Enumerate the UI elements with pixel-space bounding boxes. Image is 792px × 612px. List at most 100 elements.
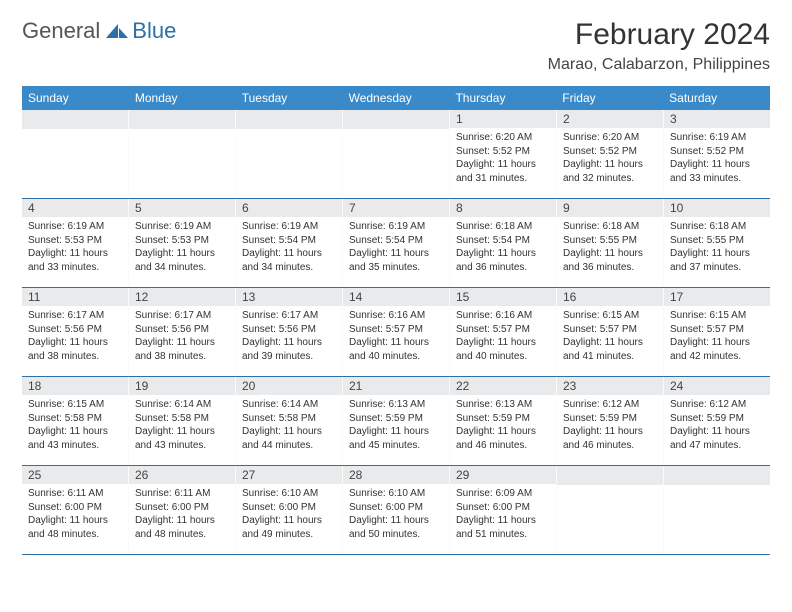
day-number: 18	[22, 377, 128, 395]
day-info-line: Daylight: 11 hours	[563, 425, 657, 439]
day-info-line: Sunset: 5:58 PM	[242, 412, 336, 426]
day-info-line: Sunrise: 6:11 AM	[135, 487, 229, 501]
day-info-line: and 48 minutes.	[28, 528, 122, 542]
day-info-line: Sunset: 6:00 PM	[349, 501, 443, 515]
day-number: 5	[129, 199, 235, 217]
day-info-line: Daylight: 11 hours	[28, 514, 122, 528]
day-header-tuesday: Tuesday	[236, 86, 343, 110]
day-info-line: and 33 minutes.	[670, 172, 764, 186]
day-cell: 13Sunrise: 6:17 AMSunset: 5:56 PMDayligh…	[236, 288, 343, 376]
day-info-line: Sunrise: 6:18 AM	[563, 220, 657, 234]
day-info-line: and 46 minutes.	[456, 439, 550, 453]
day-number: 23	[557, 377, 663, 395]
day-info-line: Sunrise: 6:16 AM	[349, 309, 443, 323]
day-number: 24	[664, 377, 770, 395]
day-info: Sunrise: 6:13 AMSunset: 5:59 PMDaylight:…	[450, 395, 556, 458]
day-info-line: Sunrise: 6:17 AM	[28, 309, 122, 323]
day-info-line: and 39 minutes.	[242, 350, 336, 364]
day-info-line: Daylight: 11 hours	[242, 336, 336, 350]
day-info-line: Sunset: 5:56 PM	[28, 323, 122, 337]
day-info: Sunrise: 6:17 AMSunset: 5:56 PMDaylight:…	[22, 306, 128, 369]
location-text: Marao, Calabarzon, Philippines	[548, 56, 770, 74]
day-number: 3	[664, 110, 770, 128]
day-info-line: Sunset: 5:56 PM	[242, 323, 336, 337]
day-cell: 28Sunrise: 6:10 AMSunset: 6:00 PMDayligh…	[343, 466, 450, 554]
day-cell: 23Sunrise: 6:12 AMSunset: 5:59 PMDayligh…	[557, 377, 664, 465]
day-info: Sunrise: 6:16 AMSunset: 5:57 PMDaylight:…	[450, 306, 556, 369]
day-info: Sunrise: 6:10 AMSunset: 6:00 PMDaylight:…	[236, 484, 342, 547]
day-cell: 15Sunrise: 6:16 AMSunset: 5:57 PMDayligh…	[450, 288, 557, 376]
day-number: 7	[343, 199, 449, 217]
weeks-container: 1Sunrise: 6:20 AMSunset: 5:52 PMDaylight…	[22, 110, 770, 555]
day-info-line: and 38 minutes.	[28, 350, 122, 364]
day-info: Sunrise: 6:19 AMSunset: 5:53 PMDaylight:…	[22, 217, 128, 280]
day-cell	[664, 466, 770, 554]
day-info-line: Daylight: 11 hours	[349, 425, 443, 439]
day-info-line: Sunrise: 6:09 AM	[456, 487, 550, 501]
week-row: 25Sunrise: 6:11 AMSunset: 6:00 PMDayligh…	[22, 466, 770, 555]
day-number: 15	[450, 288, 556, 306]
day-info: Sunrise: 6:19 AMSunset: 5:53 PMDaylight:…	[129, 217, 235, 280]
day-info-line: Sunset: 5:58 PM	[135, 412, 229, 426]
day-cell: 21Sunrise: 6:13 AMSunset: 5:59 PMDayligh…	[343, 377, 450, 465]
day-number: 13	[236, 288, 342, 306]
day-info-line: Sunrise: 6:16 AM	[456, 309, 550, 323]
day-info-line: Daylight: 11 hours	[456, 514, 550, 528]
day-number: 28	[343, 466, 449, 484]
empty-day-band	[343, 110, 449, 129]
logo: General Blue	[22, 18, 176, 44]
day-number: 4	[22, 199, 128, 217]
day-cell: 20Sunrise: 6:14 AMSunset: 5:58 PMDayligh…	[236, 377, 343, 465]
day-info: Sunrise: 6:18 AMSunset: 5:54 PMDaylight:…	[450, 217, 556, 280]
day-cell: 25Sunrise: 6:11 AMSunset: 6:00 PMDayligh…	[22, 466, 129, 554]
day-info-line: and 48 minutes.	[135, 528, 229, 542]
day-number: 20	[236, 377, 342, 395]
day-info-line: Sunrise: 6:15 AM	[563, 309, 657, 323]
day-info-line: and 40 minutes.	[456, 350, 550, 364]
day-info-line: Daylight: 11 hours	[242, 514, 336, 528]
day-info: Sunrise: 6:18 AMSunset: 5:55 PMDaylight:…	[664, 217, 770, 280]
day-info-line: Sunset: 5:59 PM	[670, 412, 764, 426]
day-info-line: Daylight: 11 hours	[670, 336, 764, 350]
day-info-line: Sunrise: 6:17 AM	[135, 309, 229, 323]
day-cell: 7Sunrise: 6:19 AMSunset: 5:54 PMDaylight…	[343, 199, 450, 287]
day-header-wednesday: Wednesday	[343, 86, 450, 110]
day-info-line: and 34 minutes.	[135, 261, 229, 275]
day-info-line: Sunset: 6:00 PM	[135, 501, 229, 515]
day-number: 11	[22, 288, 128, 306]
day-number: 19	[129, 377, 235, 395]
day-info-line: Sunrise: 6:11 AM	[28, 487, 122, 501]
day-info-line: Sunset: 5:52 PM	[456, 145, 550, 159]
day-info-line: Sunset: 5:57 PM	[670, 323, 764, 337]
day-header-friday: Friday	[556, 86, 663, 110]
day-info-line: and 49 minutes.	[242, 528, 336, 542]
day-info-line: Sunrise: 6:19 AM	[670, 131, 764, 145]
day-info-line: Sunset: 5:54 PM	[242, 234, 336, 248]
day-info-line: Daylight: 11 hours	[135, 425, 229, 439]
week-row: 18Sunrise: 6:15 AMSunset: 5:58 PMDayligh…	[22, 377, 770, 466]
day-info-line: Sunrise: 6:15 AM	[670, 309, 764, 323]
day-cell: 1Sunrise: 6:20 AMSunset: 5:52 PMDaylight…	[450, 110, 557, 198]
calendar: Sunday Monday Tuesday Wednesday Thursday…	[22, 86, 770, 555]
day-info-line: Daylight: 11 hours	[563, 336, 657, 350]
empty-day-band	[22, 110, 128, 129]
day-cell: 10Sunrise: 6:18 AMSunset: 5:55 PMDayligh…	[664, 199, 770, 287]
week-row: 11Sunrise: 6:17 AMSunset: 5:56 PMDayligh…	[22, 288, 770, 377]
page-header: General Blue February 2024 Marao, Calaba…	[22, 18, 770, 74]
day-info-line: Sunset: 5:55 PM	[670, 234, 764, 248]
day-header-sunday: Sunday	[22, 86, 129, 110]
day-info: Sunrise: 6:18 AMSunset: 5:55 PMDaylight:…	[557, 217, 663, 280]
day-info-line: Daylight: 11 hours	[135, 514, 229, 528]
day-number: 1	[450, 110, 556, 128]
day-info: Sunrise: 6:17 AMSunset: 5:56 PMDaylight:…	[129, 306, 235, 369]
week-row: 4Sunrise: 6:19 AMSunset: 5:53 PMDaylight…	[22, 199, 770, 288]
day-cell: 9Sunrise: 6:18 AMSunset: 5:55 PMDaylight…	[557, 199, 664, 287]
title-block: February 2024 Marao, Calabarzon, Philipp…	[548, 18, 770, 74]
day-number: 25	[22, 466, 128, 484]
day-cell: 22Sunrise: 6:13 AMSunset: 5:59 PMDayligh…	[450, 377, 557, 465]
day-info-line: Sunrise: 6:14 AM	[242, 398, 336, 412]
day-info-line: and 35 minutes.	[349, 261, 443, 275]
day-info-line: Daylight: 11 hours	[456, 425, 550, 439]
day-info-line: and 37 minutes.	[670, 261, 764, 275]
day-info: Sunrise: 6:17 AMSunset: 5:56 PMDaylight:…	[236, 306, 342, 369]
